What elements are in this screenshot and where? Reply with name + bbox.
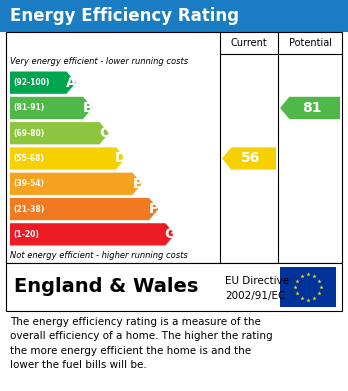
Bar	[6, 32, 342, 263]
Text: 2002/91/EC: 2002/91/EC	[225, 291, 285, 301]
Text: England & Wales: England & Wales	[14, 278, 198, 296]
Text: 56: 56	[241, 151, 261, 165]
Text: A: A	[66, 75, 77, 90]
Polygon shape	[10, 223, 175, 246]
Polygon shape	[280, 97, 340, 119]
Text: Not energy efficient - higher running costs: Not energy efficient - higher running co…	[10, 251, 188, 260]
Polygon shape	[10, 147, 125, 170]
Text: (92-100): (92-100)	[13, 78, 49, 87]
Text: G: G	[165, 227, 176, 241]
Text: (81-91): (81-91)	[13, 104, 44, 113]
Polygon shape	[222, 147, 276, 170]
Text: D: D	[115, 151, 126, 165]
Text: B: B	[82, 101, 93, 115]
Polygon shape	[10, 72, 76, 94]
Text: F: F	[149, 202, 158, 216]
Text: (39-54): (39-54)	[13, 179, 44, 188]
Polygon shape	[10, 198, 158, 220]
Text: C: C	[99, 126, 109, 140]
Text: EU Directive: EU Directive	[225, 276, 289, 286]
Text: Current: Current	[231, 38, 267, 48]
Text: 81: 81	[302, 101, 322, 115]
Text: (69-80): (69-80)	[13, 129, 44, 138]
Text: E: E	[132, 177, 142, 191]
Bar	[0, 0, 348, 32]
Polygon shape	[10, 122, 109, 144]
Polygon shape	[10, 97, 93, 119]
Text: The energy efficiency rating is a measure of the
overall efficiency of a home. T: The energy efficiency rating is a measur…	[10, 317, 272, 370]
Bar	[6, 263, 342, 311]
Text: Very energy efficient - lower running costs: Very energy efficient - lower running co…	[10, 57, 188, 66]
Bar	[280, 267, 336, 307]
Text: (1-20): (1-20)	[13, 230, 39, 239]
Text: Potential: Potential	[288, 38, 332, 48]
Text: Energy Efficiency Rating: Energy Efficiency Rating	[10, 7, 239, 25]
Text: (21-38): (21-38)	[13, 204, 44, 213]
Polygon shape	[10, 173, 142, 195]
Text: (55-68): (55-68)	[13, 154, 44, 163]
